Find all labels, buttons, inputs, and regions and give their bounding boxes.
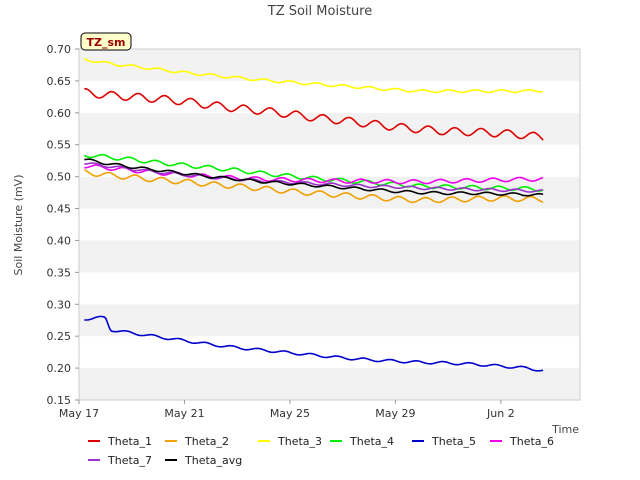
legend-item-theta-avg: Theta_avg	[165, 454, 242, 467]
site-badge-label: TZ_sm	[87, 36, 126, 49]
legend-item-theta-7: Theta_7	[88, 454, 152, 467]
legend-item-theta-5: Theta_5	[412, 435, 476, 448]
series-line-theta-5	[84, 315, 544, 372]
plot-band	[79, 368, 580, 400]
y-tick-label: 0.65	[47, 75, 72, 88]
series-line-theta-1	[84, 87, 544, 141]
legend-item-theta-4: Theta_4	[330, 435, 394, 448]
legend-item-theta-2: Theta_2	[165, 435, 229, 448]
y-tick-label: 0.15	[47, 394, 72, 407]
y-tick-label: 0.70	[47, 43, 72, 56]
series-line-theta-6	[84, 164, 544, 185]
series-line-theta-4	[83, 153, 544, 192]
x-axis: May 17 May 21 May 25 May 29 Jun 2	[59, 400, 515, 420]
y-tick-label: 0.60	[47, 107, 72, 120]
plot-band	[79, 272, 580, 305]
plot-band	[79, 49, 580, 81]
legend-label: Theta_4	[349, 435, 394, 448]
x-tick-label: Jun 2	[486, 407, 515, 420]
y-axis: 0.15 0.20 0.25 0.30 0.35 0.40 0.45 0.50 0.55 0.60…	[47, 43, 79, 407]
plot-band	[79, 240, 580, 273]
y-tick-label: 0.45	[47, 203, 72, 216]
x-tick-label: May 17	[59, 407, 99, 420]
series-line-theta-avg	[84, 158, 544, 197]
legend-item-theta-3: Theta_3	[258, 435, 322, 448]
x-axis-title: Time	[551, 423, 579, 436]
y-tick-label: 0.55	[47, 139, 72, 152]
y-axis-title: Soil Moisture (mV)	[12, 175, 25, 276]
site-badge-box	[80, 32, 132, 51]
y-tick-label: 0.25	[47, 330, 72, 343]
plot-band	[79, 304, 580, 337]
legend-item-theta-1: Theta_1	[88, 435, 152, 448]
series-lines	[83, 57, 544, 372]
x-tick-label: May 25	[270, 407, 310, 420]
plot-frame	[78, 48, 581, 401]
y-tick-label: 0.50	[47, 171, 72, 184]
y-tick-label: 0.30	[47, 298, 72, 311]
plot-band	[79, 208, 580, 241]
legend-label: Theta_5	[431, 435, 476, 448]
plot-band	[79, 336, 580, 369]
legend-label: Theta_3	[277, 435, 322, 448]
legend-label: Theta_7	[107, 454, 152, 467]
y-tick-label: 0.40	[47, 234, 72, 247]
x-tick-label: May 29	[375, 407, 415, 420]
series-line-theta-2	[83, 169, 544, 204]
legend-label: Theta_1	[107, 435, 152, 448]
plot-band	[79, 112, 580, 145]
legend: Theta_1 Theta_2 Theta_3 Theta_4 Theta_5 Theta…	[88, 435, 554, 467]
legend-label: Theta_avg	[184, 454, 242, 467]
series-line-theta-7	[84, 162, 544, 193]
y-tick-label: 0.20	[47, 362, 72, 375]
y-tick-label: 0.35	[47, 266, 72, 279]
x-tick-label: May 21	[164, 407, 204, 420]
plot-background-bands	[79, 49, 580, 400]
chart-title: TZ Soil Moisture	[267, 4, 373, 19]
series-line-theta-3	[83, 57, 544, 94]
legend-label: Theta_6	[509, 435, 554, 448]
site-badge: TZ_sm	[80, 32, 132, 51]
legend-label: Theta_2	[184, 435, 229, 448]
legend-item-theta-6: Theta_6	[490, 435, 554, 448]
